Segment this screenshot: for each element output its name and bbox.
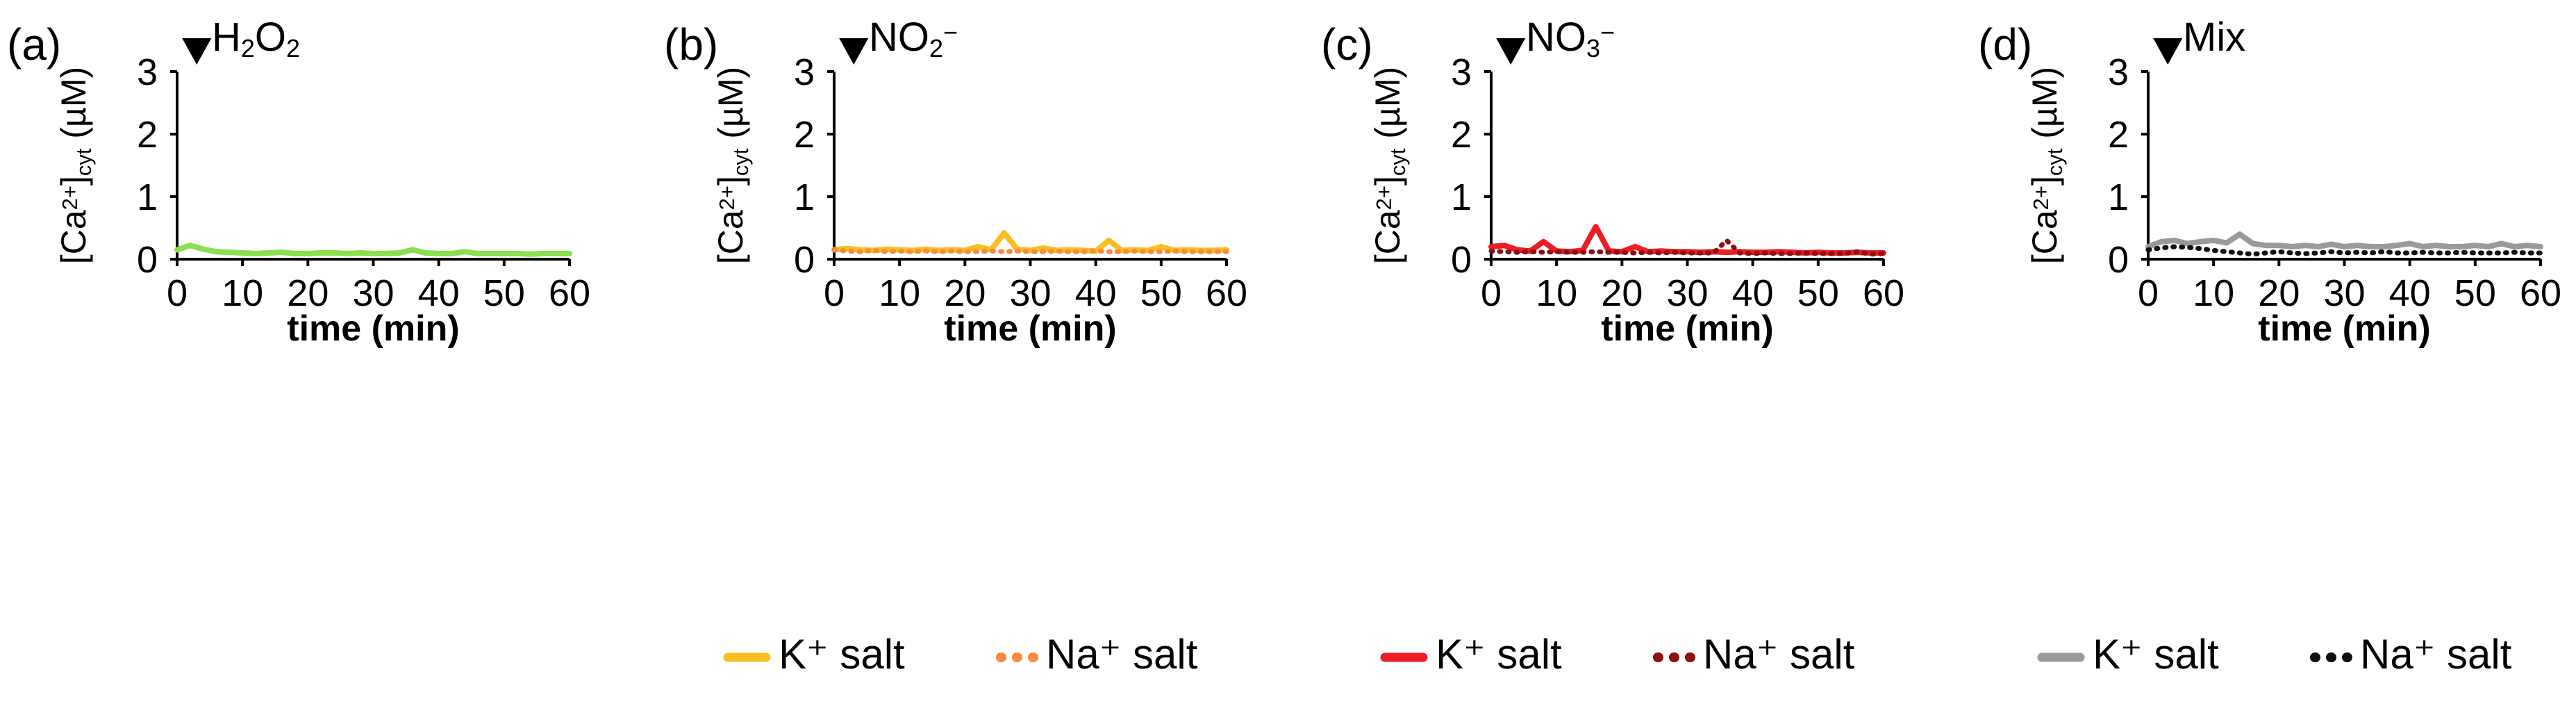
series-line-k-salt: [831, 230, 1229, 254]
x-tick-label: 10: [879, 272, 920, 314]
x-tick-label: 50: [1140, 272, 1182, 314]
x-tick-label: 20: [1601, 272, 1643, 314]
x-tick-label: 0: [167, 272, 188, 314]
y-tick-label: 1: [2108, 176, 2129, 218]
legend-b: K⁺ salt Na⁺ salt: [723, 631, 1198, 678]
legend-label: Na⁺ salt: [2360, 631, 2512, 678]
y-axis-label: [Ca2+]cyt (µM): [711, 67, 753, 264]
y-axis-label: [Ca2+]cyt (µM): [54, 67, 96, 264]
x-tick-label: 60: [549, 272, 590, 314]
series-line-h2o2: [174, 243, 572, 257]
x-tick-label: 0: [1481, 272, 1502, 314]
panel-label: (a): [7, 19, 61, 69]
legend-c: K⁺ salt Na⁺ salt: [1380, 631, 1855, 678]
stimulus-marker-icon: [2153, 38, 2183, 65]
y-axis-label: [Ca2+]cyt (µM): [1368, 67, 1410, 264]
x-tick-label: 20: [944, 272, 986, 314]
x-tick-label: 30: [1009, 272, 1051, 314]
series-line-k-salt: [1488, 224, 1886, 256]
y-tick-label: 0: [1451, 239, 1472, 281]
y-tick-label: 1: [1451, 176, 1472, 218]
x-tick-label: 30: [1666, 272, 1708, 314]
y-tick-label: 0: [2108, 239, 2129, 281]
x-tick-label: 0: [2138, 272, 2159, 314]
x-tick-label: 60: [1863, 272, 1904, 314]
stimulus-marker-icon: [1496, 38, 1526, 65]
x-tick-label: 50: [483, 272, 525, 314]
x-tick-label: 50: [1797, 272, 1839, 314]
panel-label: (c): [1321, 19, 1373, 69]
x-tick-label: 60: [2520, 272, 2561, 314]
x-tick-label: 30: [352, 272, 394, 314]
x-tick-label: 10: [1536, 272, 1577, 314]
x-axis-label: time (min): [2258, 309, 2430, 349]
y-tick-label: 2: [137, 114, 158, 156]
y-tick-label: 3: [1451, 51, 1472, 93]
y-tick-label: 1: [137, 176, 158, 218]
x-tick-label: 40: [1732, 272, 1774, 314]
x-tick-label: 20: [2258, 272, 2300, 314]
y-axis-label: [Ca2+]cyt (µM): [2025, 67, 2067, 264]
x-tick-label: 30: [2323, 272, 2365, 314]
y-tick-label: 3: [2108, 51, 2129, 93]
series-line-k-salt: [2145, 231, 2543, 249]
series-line-na-salt: [2145, 244, 2543, 257]
panel-label: (d): [1978, 19, 2032, 69]
legend-label: K⁺ salt: [779, 631, 905, 678]
x-tick-label: 40: [1075, 272, 1117, 314]
legend-label: K⁺ salt: [2093, 631, 2219, 678]
y-tick-label: 2: [2108, 114, 2129, 156]
x-tick-label: 40: [418, 272, 460, 314]
y-tick-label: 2: [1451, 114, 1472, 156]
panel-label: (b): [664, 19, 718, 69]
x-tick-label: 10: [222, 272, 263, 314]
y-tick-label: 3: [794, 51, 815, 93]
x-tick-label: 10: [2193, 272, 2234, 314]
legend-label: K⁺ salt: [1436, 631, 1562, 678]
stimulus-marker-icon: [839, 38, 869, 65]
y-tick-label: 0: [137, 239, 158, 281]
treatment-title: NO3−: [1526, 15, 1615, 63]
treatment-title: H2O2: [212, 15, 300, 63]
treatment-title: Mix: [2183, 15, 2245, 60]
legend-label: Na⁺ salt: [1046, 631, 1198, 678]
x-tick-label: 50: [2454, 272, 2496, 314]
y-tick-label: 3: [137, 51, 158, 93]
series-line-na-salt: [831, 247, 1229, 254]
x-tick-label: 0: [824, 272, 845, 314]
y-tick-label: 2: [794, 114, 815, 156]
treatment-title: NO2−: [869, 15, 958, 63]
x-axis-label: time (min): [287, 309, 459, 349]
stimulus-marker-icon: [182, 38, 212, 65]
y-tick-label: 0: [794, 239, 815, 281]
legend-label: Na⁺ salt: [1703, 631, 1855, 678]
x-tick-label: 60: [1206, 272, 1247, 314]
y-tick-label: 1: [794, 176, 815, 218]
x-axis-label: time (min): [1601, 309, 1773, 349]
x-tick-label: 40: [2389, 272, 2431, 314]
x-tick-label: 20: [287, 272, 329, 314]
legend-d: K⁺ salt Na⁺ salt: [2037, 631, 2512, 678]
series-line-na-salt: [1488, 238, 1886, 257]
x-axis-label: time (min): [944, 309, 1116, 349]
